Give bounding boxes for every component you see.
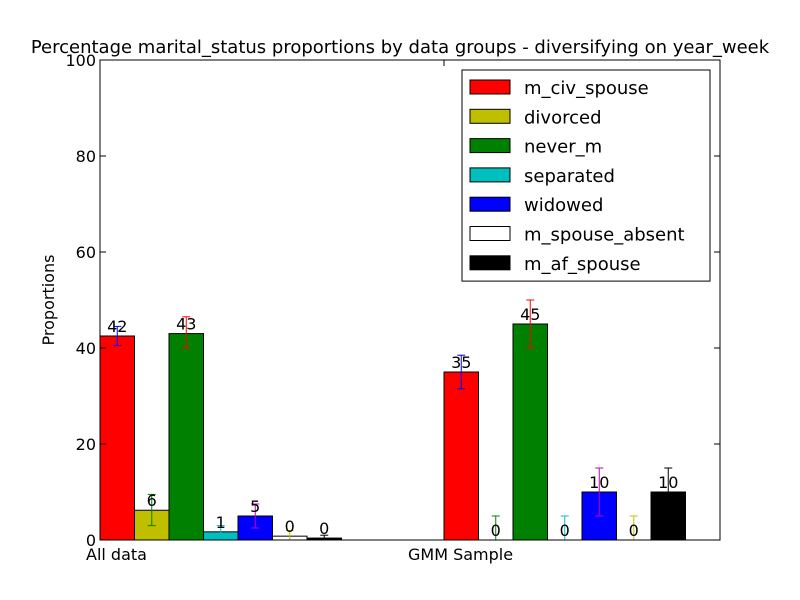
data-label-m-spouse-absent-gmm-sample: 0 [629,521,639,540]
data-label-m-civ-spouse-all-data: 42 [107,317,127,336]
legend-label-m-af-spouse: m_af_spouse [524,254,641,275]
y-tick-label-100: 100 [65,51,96,70]
data-label-widowed-gmm-sample: 10 [589,473,609,492]
y-tick-label-20: 20 [76,435,96,454]
bar-m-civ-spouse-all-data [99,335,135,541]
data-label-widowed-all-data: 5 [250,497,260,516]
legend-label-divorced: divorced [524,107,602,128]
y-axis-label: Proportions [39,255,58,346]
data-label-divorced-gmm-sample: 0 [491,521,501,540]
legend-swatch-divorced [469,108,511,124]
legend-swatch-m-spouse-absent [469,226,511,241]
data-label-m-af-spouse-all-data: 0 [319,519,329,538]
legend-label-widowed: widowed [524,195,603,216]
y-tick-label-0: 0 [86,531,96,550]
bar-never-m-all-data [168,333,204,541]
y-tick-label-40: 40 [76,339,96,358]
legend-swatch-widowed [469,196,511,212]
legend-swatch-m-civ-spouse [469,79,511,95]
legend-label-m-spouse-absent: m_spouse_absent [524,225,685,246]
bar-m-civ-spouse-gmm-sample [443,371,479,541]
data-label-separated-gmm-sample: 0 [560,521,570,540]
data-label-never-m-all-data: 43 [176,315,196,334]
y-tick-label-80: 80 [76,147,96,166]
x-tick-label-gmm-sample: GMM Sample [408,545,513,564]
legend-swatch-m-af-spouse [469,255,511,271]
data-label-m-af-spouse-gmm-sample: 10 [658,473,678,492]
legend-label-separated: separated [524,166,615,187]
data-label-m-civ-spouse-gmm-sample: 35 [451,353,471,372]
data-label-never-m-gmm-sample: 45 [520,305,540,324]
x-tick-label-all-data: All data [86,545,147,564]
legend-label-never-m: never_m [524,137,602,158]
data-label-divorced-all-data: 6 [147,491,157,510]
data-label-separated-all-data: 1 [216,513,226,532]
plot-frame [99,59,721,541]
bar-never-m-gmm-sample [512,323,548,541]
y-tick-label-60: 60 [76,243,96,262]
legend-swatch-never-m [469,138,511,154]
legend-swatch-separated [469,167,511,183]
legend: m_civ_spouse divorced never_m separated wido… [461,69,711,282]
data-label-m-spouse-absent-all-data: 0 [285,517,295,536]
chart-title: Percentage marital_status proportions by… [31,37,770,58]
legend-label-m-civ-spouse: m_civ_spouse [524,78,649,99]
